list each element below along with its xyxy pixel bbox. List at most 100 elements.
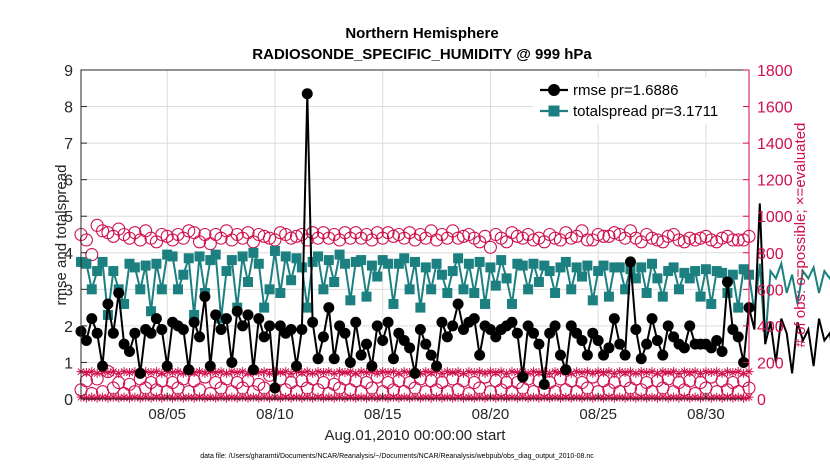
evaluated-obs-point	[599, 367, 609, 377]
totalspread-point	[684, 273, 695, 284]
evaluated-obs-point	[529, 392, 539, 402]
evaluated-obs-point	[437, 393, 447, 403]
evaluated-obs-point	[151, 367, 161, 377]
evaluated-obs-point	[302, 392, 312, 402]
totalspread-point	[323, 255, 334, 266]
evaluated-obs-point	[529, 367, 539, 377]
rmse-point	[156, 324, 168, 336]
rmse-point	[194, 331, 206, 343]
possible-obs-point	[693, 231, 708, 245]
evaluated-obs-point	[491, 367, 501, 377]
totalspread-point	[124, 258, 135, 269]
evaluated-obs-point	[566, 368, 576, 378]
possible-obs-point	[548, 231, 562, 245]
evaluated-obs-point	[582, 392, 592, 402]
possible-obs-point	[478, 229, 492, 243]
totalspread-point	[539, 260, 550, 271]
evaluated-obs-point	[674, 393, 684, 403]
evaluated-obs-point	[135, 393, 145, 403]
evaluated-obs-point	[141, 392, 151, 402]
series-line	[80, 249, 830, 343]
possible-obs-point	[672, 233, 686, 247]
evaluated-obs-point	[426, 393, 436, 403]
rmse-point	[662, 320, 674, 332]
evaluated-obs-point	[108, 392, 118, 402]
evaluated-obs-point	[362, 393, 372, 403]
evaluated-obs-point	[464, 367, 474, 377]
evaluated-obs-point	[518, 392, 528, 402]
evaluated-obs-point	[259, 367, 269, 377]
totalspread-point	[307, 256, 318, 267]
rmse-point	[603, 342, 615, 354]
evaluated-obs-point	[308, 368, 318, 378]
totalspread-point	[356, 255, 367, 266]
totalspread-point	[205, 255, 216, 266]
evaluated-obs-point	[372, 368, 382, 378]
y-tick-label: 6	[64, 173, 73, 190]
legend: rmse pr=1.6886 totalspread pr=3.1711	[533, 78, 743, 124]
evaluated-obs-point	[92, 393, 102, 403]
rmse-point	[328, 353, 340, 365]
totalspread-point	[566, 284, 577, 295]
series-evaluated-low	[76, 392, 754, 403]
evaluated-obs-point	[663, 393, 673, 403]
evaluated-obs-point	[410, 392, 420, 402]
evaluated-obs-point	[690, 367, 700, 377]
possible-obs-point	[182, 224, 196, 238]
rmse-point	[366, 360, 378, 372]
totalspread-point	[178, 269, 189, 280]
totalspread-point	[280, 251, 291, 262]
rmse-point	[420, 338, 432, 350]
evaluated-obs-point	[243, 393, 253, 403]
evaluated-obs-point	[351, 393, 361, 403]
evaluated-obs-point	[631, 393, 641, 403]
rmse-point	[732, 331, 744, 343]
rmse-point	[188, 316, 200, 328]
evaluated-obs-point	[555, 367, 565, 377]
possible-obs-point	[683, 231, 697, 245]
totalspread-point	[652, 273, 663, 284]
evaluated-obs-point	[712, 367, 722, 377]
evaluated-obs-point	[561, 392, 571, 402]
evaluated-obs-point	[356, 367, 366, 377]
rmse-point	[716, 345, 728, 357]
rmse-point	[684, 320, 696, 332]
evaluated-obs-point	[696, 393, 706, 403]
rmse-point	[361, 338, 373, 350]
rmse-point	[215, 324, 227, 336]
evaluated-obs-point	[588, 393, 598, 403]
evaluated-obs-point	[539, 392, 549, 402]
totalspread-point	[426, 284, 437, 295]
totalspread-point	[226, 255, 237, 266]
possible-obs-point	[85, 248, 99, 262]
evaluated-obs-point	[550, 392, 560, 402]
rmse-point	[441, 331, 453, 343]
totalspread-point	[738, 264, 749, 275]
totalspread-point	[469, 287, 480, 298]
legend-rmse-marker	[548, 84, 560, 96]
legend-rmse-label: rmse pr=1.6886	[573, 82, 678, 99]
evaluated-obs-point	[173, 392, 183, 402]
totalspread-point	[253, 258, 264, 269]
possible-obs-point	[704, 233, 718, 247]
evaluated-obs-point	[248, 392, 258, 402]
evaluated-obs-point	[178, 393, 188, 403]
totalspread-point	[108, 266, 119, 277]
evaluated-obs-point	[421, 392, 431, 402]
evaluated-obs-point	[502, 368, 512, 378]
rmse-point	[226, 356, 238, 368]
rmse-point	[533, 338, 545, 350]
evaluated-obs-point	[739, 368, 749, 378]
totalspread-point	[146, 306, 157, 317]
totalspread-point	[533, 277, 544, 288]
totalspread-point	[474, 256, 485, 267]
evaluated-obs-point	[308, 393, 318, 403]
totalspread-point	[339, 258, 350, 269]
evaluated-obs-point	[98, 392, 108, 402]
evaluated-obs-point	[383, 393, 393, 403]
evaluated-obs-point	[221, 368, 231, 378]
x-tick-label: 08/30	[687, 406, 725, 423]
totalspread-point	[86, 284, 97, 295]
rmse-point	[371, 320, 383, 332]
rmse-point	[307, 316, 319, 328]
